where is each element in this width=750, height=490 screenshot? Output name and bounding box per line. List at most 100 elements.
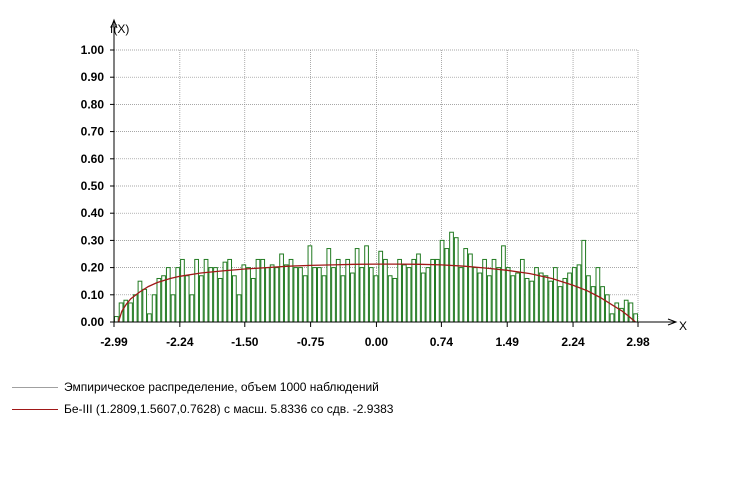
histogram-bar [486, 275, 492, 323]
histogram-bar [274, 267, 280, 323]
histogram-bar [468, 253, 473, 323]
histogram-bar [236, 294, 242, 323]
histogram-bar [265, 267, 270, 323]
x-tick-label: -2.99 [100, 335, 128, 349]
y-tick-labels: 1.00 0.90 0.80 0.70 0.60 0.50 0.40 0.30 0.20 0.10… [81, 43, 114, 329]
histogram-bar [567, 272, 572, 323]
histogram-bar [519, 258, 525, 323]
histogram-bar [321, 275, 327, 323]
histogram-bar [165, 267, 171, 323]
histogram-bar [600, 286, 605, 323]
histogram-bar [444, 248, 450, 323]
x-tick-label: 2.24 [561, 335, 585, 349]
y-tick-label: 0.10 [81, 288, 105, 302]
histogram-bar [232, 275, 237, 323]
histogram-bar [184, 275, 190, 323]
histogram-bar [142, 288, 148, 323]
y-tick-label: 1.00 [81, 43, 105, 57]
y-tick-label: 0.70 [81, 125, 105, 139]
histogram-bar [430, 258, 436, 323]
x-tick-label: 1.49 [496, 335, 520, 349]
histogram-bar [302, 275, 308, 323]
histogram-bar [316, 267, 322, 323]
histogram-bar [387, 275, 393, 323]
axes [110, 18, 678, 326]
histogram-bar [161, 275, 166, 323]
y-tick-label: 0.20 [81, 261, 105, 275]
y-tick-label: 0.00 [81, 315, 105, 329]
histogram-bar [364, 245, 369, 323]
x-tick-label: -2.24 [166, 335, 194, 349]
histogram-bar [208, 267, 214, 323]
histogram-bar [449, 231, 454, 323]
x-tick-labels: -2.99 -2.24 -1.50 -0.75 0.00 0.74 1.49 2.24 2.98 [100, 322, 650, 349]
x-tick-label: -1.50 [231, 335, 259, 349]
histogram-bar [604, 294, 610, 323]
histogram-bar [453, 237, 459, 323]
x-tick-label: 0.00 [365, 335, 389, 349]
histogram-bar [250, 277, 256, 323]
histogram-bar [553, 267, 558, 323]
histogram-bar [246, 267, 251, 323]
histogram-bar [260, 258, 266, 323]
histogram-bar [156, 277, 162, 323]
histogram-bar [501, 245, 506, 323]
histogram-bar [515, 272, 520, 323]
histogram-bar [132, 294, 138, 323]
histogram-bar [392, 277, 398, 323]
histogram-bar [128, 302, 133, 323]
legend-item-curve: Бе-III (1.2809,1.5607,0.7628) с масш. 5.… [12, 402, 393, 416]
histogram-bar [288, 258, 294, 323]
histogram-bar [170, 294, 176, 323]
histogram-bar [307, 245, 313, 323]
histogram-bar [345, 258, 351, 323]
histogram-bar [439, 239, 445, 323]
histogram-bar [609, 313, 615, 323]
histogram-bar [151, 294, 157, 323]
histogram-bar [543, 275, 549, 323]
histogram-bar [217, 277, 223, 323]
histogram-bar [576, 264, 582, 323]
histogram-bar [331, 267, 336, 323]
histogram-bar [147, 313, 152, 323]
legend-label-histogram: Эмпирическое распределение, объем 1000 н… [64, 380, 379, 394]
x-tick-label: -0.75 [297, 335, 325, 349]
y-tick-label: 0.90 [81, 70, 105, 84]
histogram-bar [524, 277, 530, 323]
histogram-bar [335, 258, 341, 323]
histogram-bar [472, 267, 478, 323]
histogram-bar [368, 267, 374, 323]
histogram-bar [354, 248, 360, 323]
histogram-bar [298, 267, 303, 323]
histogram-bar [595, 267, 601, 323]
histogram-bar [623, 299, 629, 323]
histogram-bar [463, 248, 469, 323]
histogram-bar [397, 258, 402, 323]
histogram-bar [359, 267, 365, 323]
histogram-bar [312, 267, 317, 323]
histogram-bar [378, 250, 384, 323]
y-axis-label: f(X) [110, 22, 129, 36]
histogram-bar [562, 277, 568, 323]
x-axis-arrow [667, 318, 678, 326]
y-tick-label: 0.80 [81, 97, 105, 111]
y-tick-label: 0.30 [81, 233, 105, 247]
histogram-bar [435, 258, 440, 323]
histogram-bar [614, 302, 620, 323]
histogram-bar [180, 258, 185, 323]
histogram-bar [477, 272, 483, 323]
histogram-bar [406, 267, 412, 323]
histogram-bar [326, 248, 332, 323]
histogram-bar [581, 239, 587, 323]
histogram-bar [203, 258, 209, 323]
histogram-bar [194, 258, 199, 323]
histogram-bar [213, 267, 218, 323]
histogram-bar [458, 267, 464, 323]
histogram-bar [114, 316, 119, 323]
legend-swatch-histogram [12, 386, 58, 388]
histogram-bar [383, 258, 388, 323]
legend-label-curve: Бе-III (1.2809,1.5607,0.7628) с масш. 5.… [64, 402, 394, 416]
histogram-bar [401, 264, 407, 323]
histogram-bar [529, 280, 535, 323]
